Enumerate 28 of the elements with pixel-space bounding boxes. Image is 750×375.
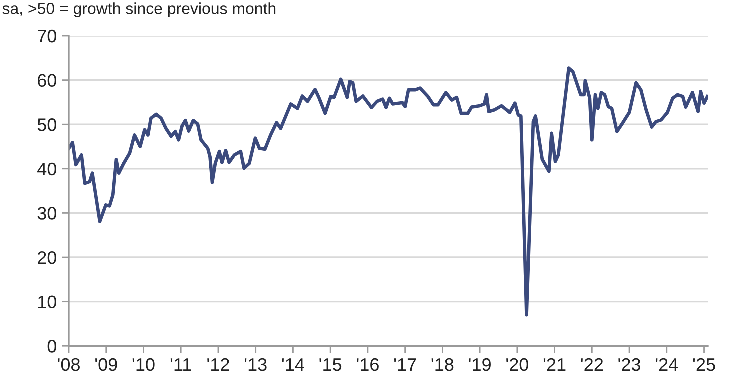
x-tick-label: '08 [58,358,80,372]
y-tick-label: 40 [38,162,56,176]
line-series [69,66,708,317]
x-tick-label: '21 [544,358,566,372]
x-tick-label: '09 [96,358,118,372]
y-tick-label: 50 [38,118,56,132]
x-tick-label: '19 [469,358,491,372]
y-tick-label: 70 [38,30,56,43]
x-tick-label: '11 [170,358,192,372]
x-tick-label: '15 [320,358,342,372]
x-tick-label: '16 [357,358,379,372]
x-tick-label: '23 [618,358,640,372]
y-tick-label: 0 [48,340,56,353]
x-tick-label: '17 [394,358,416,372]
x-tick-label: '13 [244,358,267,372]
y-tick-label: 60 [38,74,56,88]
y-tick-label: 10 [38,296,56,309]
x-tick-label: '25 [693,358,716,372]
x-tick-label: '14 [282,358,304,372]
y-tick-label: 20 [38,251,56,264]
y-tick-label: 30 [38,207,56,220]
x-tick-label: '20 [506,358,528,372]
x-tick-label: '24 [656,358,678,372]
x-tick-label: '22 [581,358,604,372]
x-tick-label: '18 [432,358,454,372]
x-tick-label: '12 [208,358,230,372]
chart-subtitle: sa, >50 = growth since previous month [2,2,276,18]
x-tick-label: '10 [132,358,155,372]
